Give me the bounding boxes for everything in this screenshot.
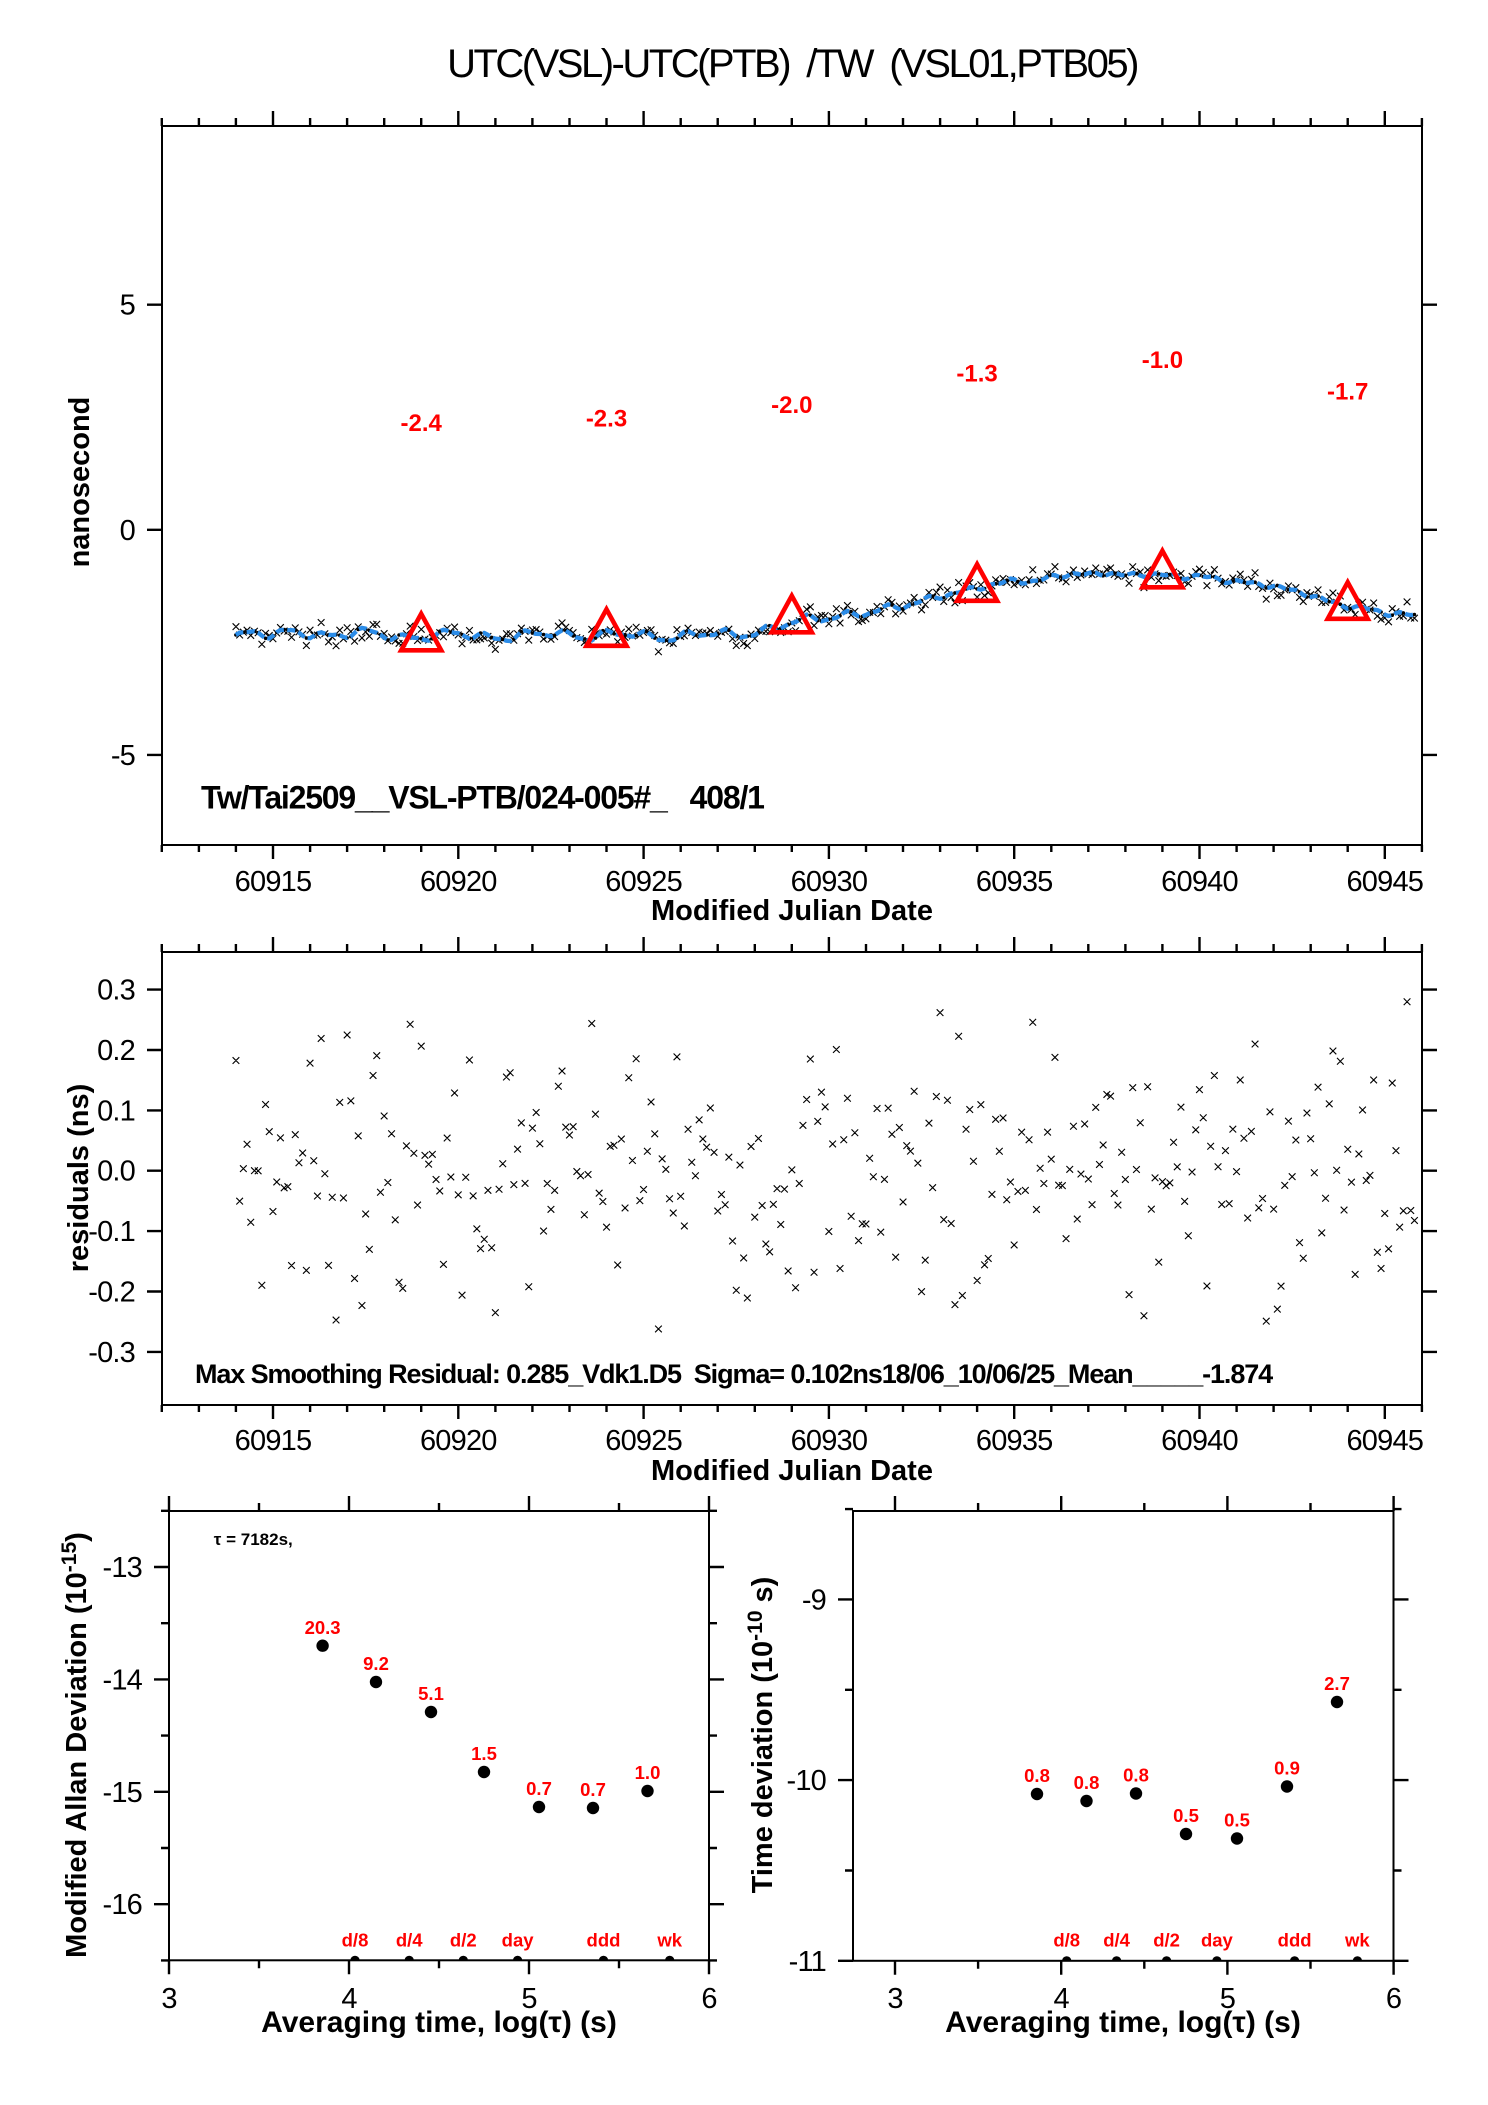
svg-text:-1.0: -1.0 [1142, 347, 1183, 374]
svg-text:ddd: ddd [1278, 1930, 1312, 1951]
svg-text:0.5: 0.5 [1173, 1805, 1199, 1826]
svg-text:0.3: 0.3 [97, 975, 135, 1007]
svg-text:-1.7: -1.7 [1327, 378, 1368, 405]
svg-text:60915: 60915 [235, 866, 312, 898]
svg-text:Averaging time, log(τ) (s): Averaging time, log(τ) (s) [261, 2006, 617, 2039]
svg-text:UTC(VSL)-UTC(PTB) /TW (VSL01: UTC(VSL)-UTC(PTB) /TW (VSL01,PTB05) [447, 42, 1137, 86]
svg-text:-0.1: -0.1 [88, 1216, 135, 1248]
svg-text:d/8: d/8 [342, 1930, 369, 1951]
svg-text:0.8: 0.8 [1024, 1765, 1050, 1786]
svg-text:0.8: 0.8 [1074, 1772, 1100, 1793]
svg-text:nanosecond: nanosecond [64, 397, 96, 568]
svg-text:τ = 7182s,: τ = 7182s, [214, 1530, 293, 1549]
svg-text:3: 3 [161, 1983, 176, 2015]
svg-text:0.8: 0.8 [1123, 1765, 1149, 1786]
svg-text:60930: 60930 [791, 1425, 868, 1457]
svg-text:d/2: d/2 [450, 1930, 477, 1951]
svg-text:4: 4 [341, 1983, 357, 2015]
svg-text:5.1: 5.1 [418, 1683, 444, 1704]
svg-text:0.1: 0.1 [97, 1095, 135, 1127]
svg-text:-13: -13 [102, 1552, 142, 1584]
svg-text:60920: 60920 [420, 1425, 497, 1457]
svg-text:-11: -11 [789, 1946, 826, 1978]
svg-text:6: 6 [1386, 1983, 1401, 2015]
svg-text:-0.2: -0.2 [88, 1277, 135, 1309]
svg-text:60925: 60925 [605, 1425, 682, 1457]
svg-text:-9: -9 [802, 1584, 826, 1616]
svg-text:d/8: d/8 [1053, 1930, 1080, 1951]
svg-text:0.7: 0.7 [526, 1778, 552, 1799]
svg-text:60935: 60935 [976, 1425, 1053, 1457]
svg-text:20.3: 20.3 [305, 1617, 341, 1638]
svg-text:-16: -16 [102, 1889, 142, 1921]
svg-text:residuals (ns): residuals (ns) [63, 1084, 95, 1273]
svg-text:6: 6 [701, 1983, 716, 2015]
svg-text:Max Smoothing Residual: 0.285_: Max Smoothing Residual: 0.285_Vdk1.D5 Si… [195, 1359, 1273, 1389]
svg-text:Averaging time, log(τ) (s): Averaging time, log(τ) (s) [945, 2006, 1301, 2039]
svg-text:4: 4 [1054, 1983, 1070, 2015]
svg-text:1.5: 1.5 [471, 1743, 497, 1764]
svg-text:5: 5 [521, 1983, 536, 2015]
svg-text:-15: -15 [102, 1777, 142, 1809]
svg-text:60945: 60945 [1346, 866, 1423, 898]
svg-text:-14: -14 [102, 1664, 142, 1696]
svg-text:-1.3: -1.3 [956, 360, 997, 387]
svg-text:Time deviation (10-10 s): Time deviation (10-10 s) [744, 1577, 779, 1894]
svg-text:d/4: d/4 [396, 1930, 423, 1951]
svg-text:wk: wk [1344, 1930, 1370, 1951]
svg-text:-2.0: -2.0 [771, 392, 812, 419]
svg-text:d/2: d/2 [1153, 1930, 1180, 1951]
svg-text:5: 5 [1220, 1983, 1235, 2015]
svg-text:Modified Allan Deviation (10-1: Modified Allan Deviation (10-15) [58, 1532, 93, 1958]
svg-text:-2.3: -2.3 [586, 405, 627, 432]
svg-text:ddd: ddd [587, 1930, 621, 1951]
svg-text:60940: 60940 [1161, 1425, 1238, 1457]
svg-text:60935: 60935 [976, 866, 1053, 898]
svg-text:60940: 60940 [1161, 866, 1238, 898]
svg-text:0.0: 0.0 [97, 1156, 135, 1188]
svg-text:0.2: 0.2 [97, 1035, 135, 1067]
svg-text:5: 5 [120, 290, 135, 322]
svg-text:60920: 60920 [420, 866, 497, 898]
svg-text:0.5: 0.5 [1224, 1810, 1250, 1831]
svg-text:-2.4: -2.4 [401, 410, 443, 437]
svg-text:0: 0 [120, 515, 135, 547]
svg-text:0.9: 0.9 [1274, 1758, 1300, 1779]
svg-text:60945: 60945 [1346, 1425, 1423, 1457]
svg-text:Modified Julian Date: Modified Julian Date [651, 895, 933, 927]
svg-text:2.7: 2.7 [1324, 1673, 1350, 1694]
svg-text:-10: -10 [786, 1765, 826, 1797]
svg-text:1.0: 1.0 [635, 1762, 661, 1783]
svg-text:wk: wk [656, 1930, 682, 1951]
svg-text:d/4: d/4 [1103, 1930, 1130, 1951]
svg-text:60925: 60925 [605, 866, 682, 898]
svg-text:Tw/Tai2509__VSL-PTB/024-005#_: Tw/Tai2509__VSL-PTB/024-005#_ 408/1 [201, 779, 764, 815]
svg-text:60915: 60915 [235, 1425, 312, 1457]
svg-text:3: 3 [887, 1983, 902, 2015]
svg-text:day: day [502, 1930, 535, 1951]
svg-text:-0.3: -0.3 [88, 1337, 135, 1369]
svg-text:9.2: 9.2 [363, 1653, 389, 1674]
svg-text:-5: -5 [111, 740, 135, 772]
svg-text:60930: 60930 [791, 866, 868, 898]
svg-text:0.7: 0.7 [580, 1779, 606, 1800]
svg-text:Modified Julian Date: Modified Julian Date [651, 1455, 933, 1487]
svg-text:day: day [1201, 1930, 1234, 1951]
